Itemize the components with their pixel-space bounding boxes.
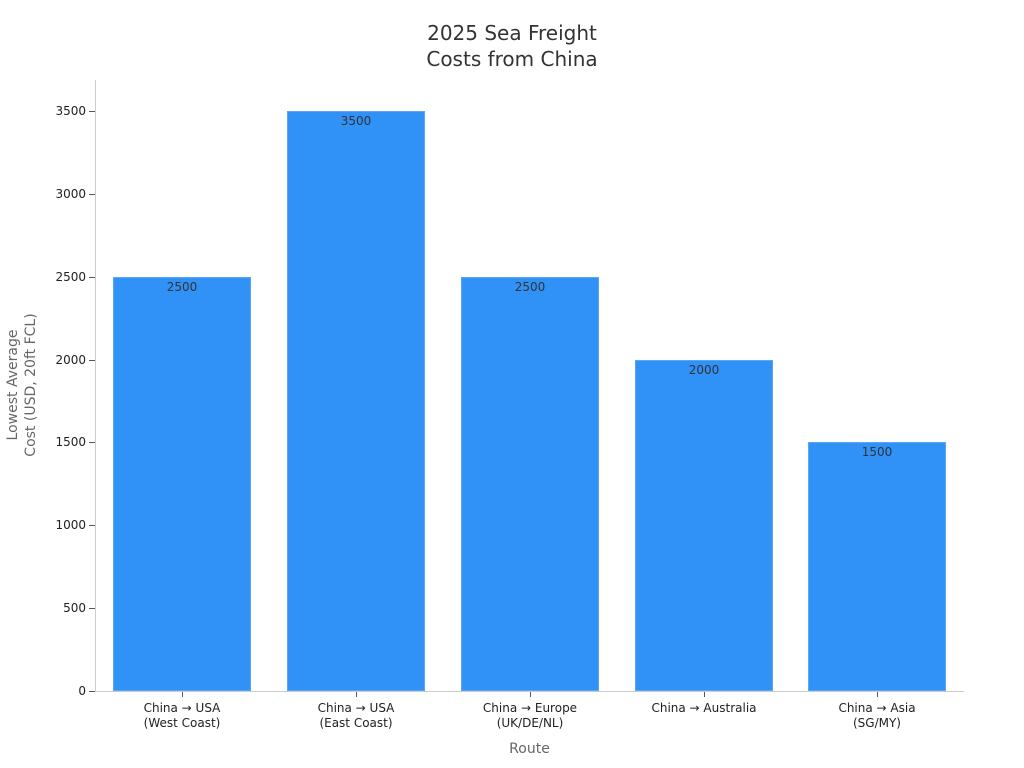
y-tick-mark — [89, 194, 95, 195]
y-tick-mark — [89, 608, 95, 609]
chart-title: 2025 Sea Freight Costs from China — [0, 20, 1024, 72]
y-tick-label: 2000 — [55, 353, 86, 367]
x-tick-mark — [182, 692, 183, 697]
bar — [113, 277, 251, 691]
y-tick-mark — [89, 691, 95, 692]
x-tick-label: China → Australia — [651, 701, 757, 715]
x-tick-label: China → Europe (UK/DE/NL) — [482, 701, 578, 730]
bar-value-label: 2500 — [514, 280, 546, 294]
bar — [461, 277, 599, 691]
bar-value-label: 2000 — [688, 363, 720, 377]
x-axis-line — [95, 691, 964, 692]
y-tick-label: 1500 — [55, 435, 86, 449]
y-axis-label: Lowest Average Cost (USD, 20ft FCL) — [5, 313, 39, 457]
y-tick-label: 3500 — [55, 104, 86, 118]
chart-title-line-2: Costs from China — [426, 47, 598, 71]
x-tick-mark — [877, 692, 878, 697]
y-tick-mark — [89, 360, 95, 361]
y-tick-label: 500 — [63, 601, 86, 615]
x-tick-label: China → USA (West Coast) — [143, 701, 221, 730]
x-tick-mark — [530, 692, 531, 697]
x-tick-label: China → USA (East Coast) — [317, 701, 395, 730]
bar-value-label: 2500 — [166, 280, 198, 294]
y-tick-mark — [89, 442, 95, 443]
y-tick-label: 2500 — [55, 270, 86, 284]
x-tick-label: China → Asia (SG/MY) — [838, 701, 916, 730]
x-tick-mark — [704, 692, 705, 697]
y-tick-mark — [89, 525, 95, 526]
y-tick-label: 0 — [78, 684, 86, 698]
x-tick-mark — [356, 692, 357, 697]
y-tick-label: 1000 — [55, 518, 86, 532]
y-tick-label: 3000 — [55, 187, 86, 201]
bar — [287, 111, 425, 691]
y-tick-mark — [89, 111, 95, 112]
bar-value-label: 3500 — [340, 114, 372, 128]
bar — [635, 360, 773, 691]
y-axis-line — [95, 80, 96, 692]
bar-value-label: 1500 — [861, 445, 893, 459]
bar — [808, 442, 946, 691]
x-axis-label: Route — [509, 741, 550, 757]
chart-title-line-1: 2025 Sea Freight — [427, 21, 597, 45]
y-tick-mark — [89, 277, 95, 278]
